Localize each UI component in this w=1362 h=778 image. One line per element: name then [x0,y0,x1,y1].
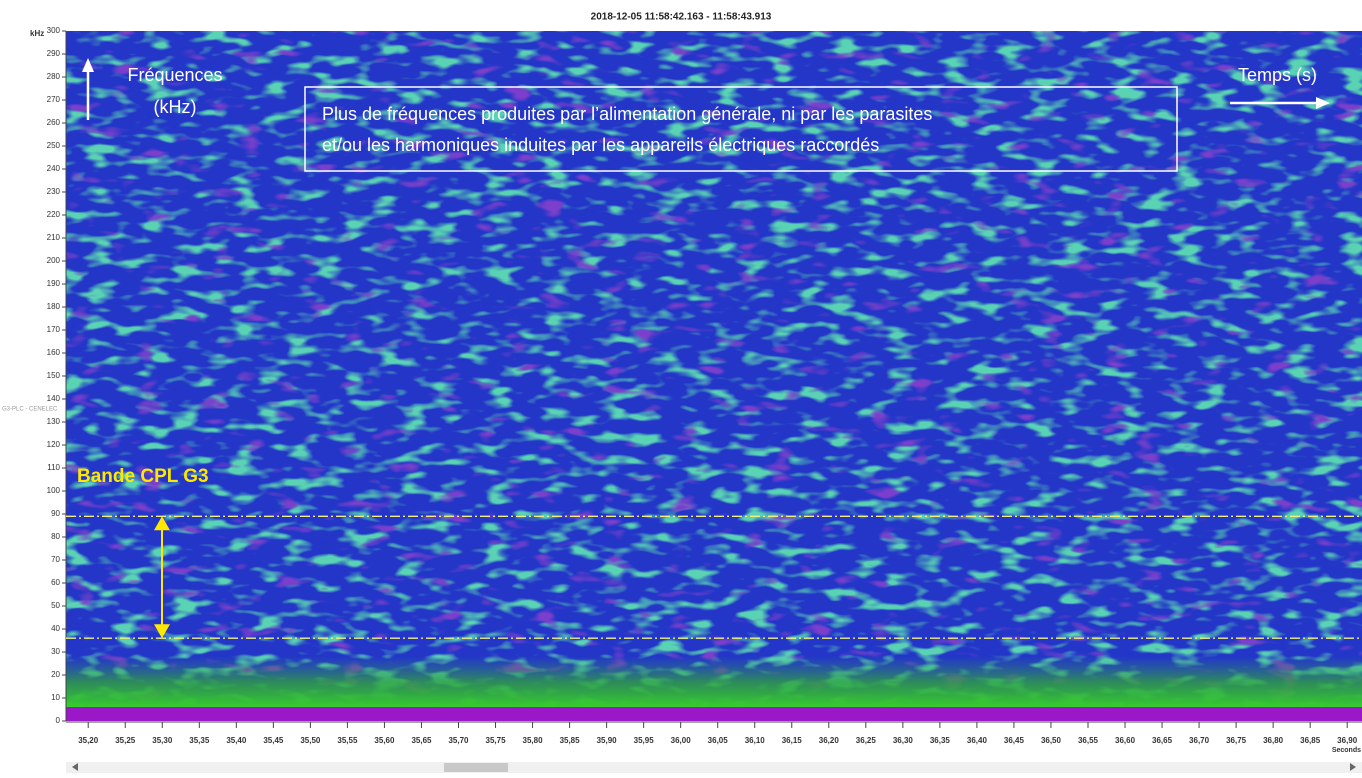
y-tick-label: 180 [47,302,61,311]
y-tick-label: 210 [47,233,61,242]
y-tick-label: 170 [47,325,61,334]
y-tick-label: 230 [47,187,61,196]
plot-area [66,31,1362,721]
y-tick-label: 150 [47,371,61,380]
y-tick-label: 50 [51,601,60,610]
x-tick-label: 36,65 [1152,736,1173,745]
channel-label: G3-PLC - CENELEC [2,407,58,413]
scroll-right[interactable] [1350,763,1356,771]
y-tick-label: 40 [51,624,60,633]
frequency-label: (kHz) [154,97,197,117]
x-tick-label: 36,15 [782,736,803,745]
spectrogram-texture [66,31,1362,721]
y-tick-label: 100 [47,486,61,495]
x-tick-label: 36,90 [1337,736,1358,745]
scroll-left[interactable] [72,763,78,771]
note-text: Plus de fréquences produites par l’alime… [322,104,932,124]
y-tick-label: 270 [47,95,61,104]
y-tick-label: 200 [47,256,61,265]
y-tick-label: 250 [47,141,61,150]
y-tick-label: 290 [47,49,61,58]
x-tick-label: 36,50 [1041,736,1062,745]
x-tick-label: 36,30 [893,736,914,745]
x-tick-label: 35,70 [448,736,469,745]
y-tick-label: 140 [47,394,61,403]
y-tick-label: 90 [51,509,60,518]
x-tick-label: 35,55 [337,736,358,745]
frequency-arrow-head [82,58,94,72]
y-tick-label: 160 [47,348,61,357]
x-tick-label: 36,60 [1115,736,1136,745]
x-tick-label: 36,00 [671,736,692,745]
x-tick-label: 36,35 [930,736,951,745]
x-tick-label: 36,55 [1078,736,1099,745]
x-tick-label: 36,45 [1004,736,1025,745]
y-tick-label: 70 [51,555,60,564]
x-tick-label: 35,40 [226,736,247,745]
x-tick-label: 36,85 [1300,736,1321,745]
x-tick-label: 35,45 [263,736,284,745]
x-tick-label: 35,50 [300,736,321,745]
x-unit-label: Seconds [1332,747,1361,754]
x-tick-label: 35,35 [189,736,210,745]
x-tick-label: 35,85 [560,736,581,745]
low-frequency-band [66,707,1362,721]
x-tick-label: 35,60 [374,736,395,745]
note-box [304,86,1178,172]
scrollbar[interactable] [66,762,1362,773]
x-tick-label: 36,10 [745,736,766,745]
x-tick-label: 35,90 [597,736,618,745]
low-frequency-energy [66,656,1362,708]
x-tick-label: 35,25 [115,736,136,745]
x-tick-label: 35,20 [78,736,99,745]
axes: 2018-12-05 11:58:42.163 - 11:58:43.913 0 1… [2,12,1362,754]
scroll-track[interactable] [66,762,1362,773]
band-label: Bande CPL G3 [77,466,209,487]
y-tick-label: 240 [47,164,61,173]
y-tick-label: 280 [47,72,61,81]
note-text: et/ou les harmoniques induites par les a… [322,135,879,155]
x-tick-label: 35,80 [523,736,544,745]
y-tick-label: 260 [47,118,61,127]
chart-title: 2018-12-05 11:58:42.163 - 11:58:43.913 [591,12,772,23]
y-tick-label: 60 [51,578,60,587]
x-tick-label: 36,70 [1189,736,1210,745]
y-tick-label: 190 [47,279,61,288]
y-tick-label: 130 [47,417,61,426]
scroll-thumb[interactable] [444,763,508,772]
band-arrow-head [154,516,170,531]
y-tick-label: 120 [47,440,61,449]
y-tick-label: 0 [56,716,61,725]
x-tick-label: 36,80 [1263,736,1284,745]
y-tick-label: 30 [51,647,60,656]
x-tick-label: 36,05 [708,736,729,745]
x-tick-label: 36,25 [856,736,877,745]
y-tick-label: 110 [47,463,60,472]
x-tick-label: 35,30 [152,736,173,745]
y-tick-label: 20 [51,670,60,679]
y-tick-label: 80 [51,532,60,541]
y-tick-label: 10 [51,693,60,702]
x-tick-label: 36,75 [1226,736,1247,745]
band-arrow-head [154,624,170,639]
time-label: Temps (s) [1238,65,1317,85]
y-unit-label: kHz [30,29,44,38]
x-tick-label: 35,75 [486,736,507,745]
y-tick-label: 220 [47,210,61,219]
y-tick-label: 300 [47,26,61,35]
x-tick-label: 35,65 [411,736,432,745]
x-tick-label: 35,95 [634,736,655,745]
time-arrow-head [1316,97,1330,109]
x-tick-label: 36,40 [967,736,988,745]
frequency-label: Fréquences [127,65,222,85]
x-tick-label: 36,20 [819,736,840,745]
